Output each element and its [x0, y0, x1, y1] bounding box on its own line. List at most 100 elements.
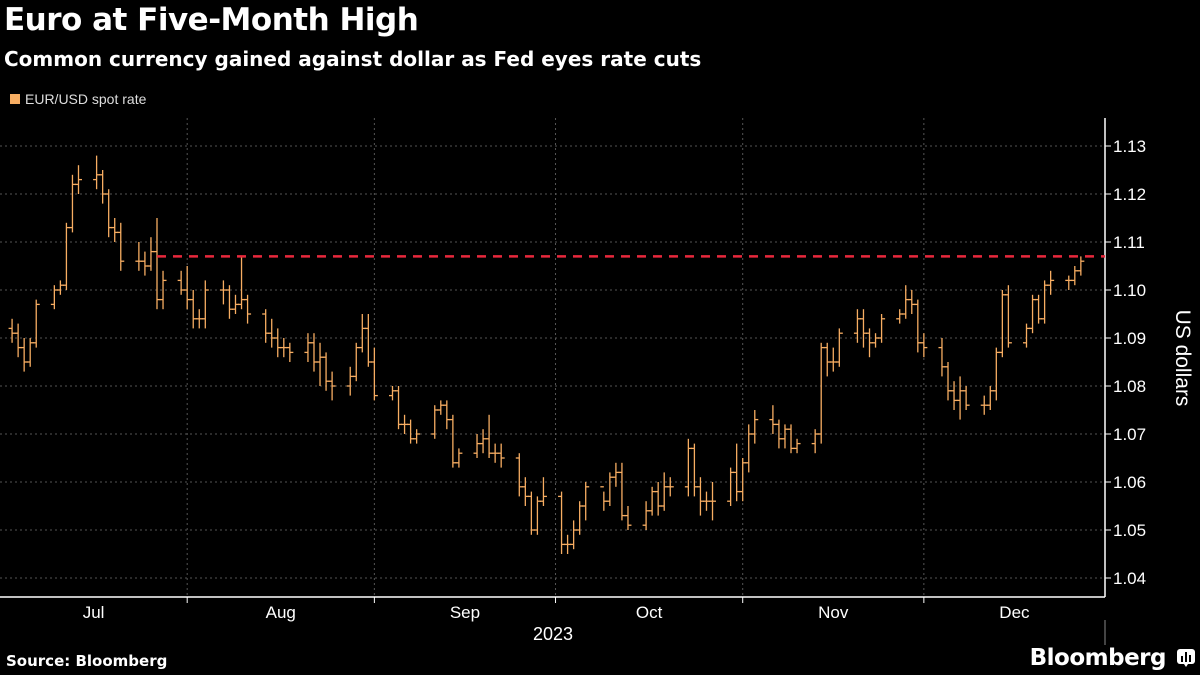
ohlc-bar: [62, 222, 70, 290]
ohlc-bar: [56, 280, 64, 295]
ohlc-bar: [183, 266, 191, 310]
ohlc-bar: [14, 323, 22, 358]
ohlc-bar: [521, 477, 529, 506]
ohlc-bar: [878, 314, 886, 343]
legend-label: EUR/USD spot rate: [25, 91, 147, 107]
ohlc-bar: [666, 477, 674, 497]
ohlc-bar: [431, 405, 439, 439]
ohlc-bar: [20, 338, 28, 372]
ohlc-bar: [739, 458, 747, 502]
ohlc-bar: [177, 270, 185, 295]
y-axis-label: US dollars: [1171, 310, 1194, 407]
ohlc-bar: [159, 270, 167, 310]
chart-title: Euro at Five-Month High: [4, 2, 419, 38]
ohlc-bar: [135, 242, 143, 271]
ohlc-bar: [328, 371, 336, 401]
ohlc-bar: [1077, 256, 1085, 276]
ohlc-bar: [1004, 285, 1012, 348]
ohlc-bar: [648, 486, 656, 516]
ohlc-bar: [539, 477, 547, 506]
y-tick-label: 1.09: [1113, 329, 1146, 348]
ohlc-bar: [1041, 280, 1049, 324]
ohlc-bar: [642, 501, 650, 530]
ohlc-bar: [582, 482, 590, 521]
ohlc-bar: [244, 294, 252, 324]
ohlc-bar: [497, 443, 505, 468]
x-axis-label: 2023: [533, 624, 573, 644]
ohlc-bar: [231, 294, 239, 314]
y-tick-label: 1.08: [1113, 377, 1146, 396]
ohlc-bar: [823, 342, 831, 377]
ohlc-bar: [407, 419, 415, 444]
ohlc-bar: [920, 333, 928, 358]
ohlc-bar: [980, 395, 988, 415]
ohlc-bar: [437, 400, 445, 415]
ohlc-bar: [896, 309, 904, 324]
ohlc-bar: [618, 462, 626, 521]
ohlc-bar: [201, 280, 209, 329]
source-note: Source: Bloomberg: [6, 652, 168, 670]
ohlc-bar: [908, 290, 916, 314]
ohlc-bar: [902, 285, 910, 319]
ohlc-bar: [153, 218, 161, 310]
ohlc-bar: [485, 414, 493, 458]
ohlc-bar: [1029, 294, 1037, 334]
ohlc-bar: [859, 309, 867, 348]
ohlc-bar: [189, 290, 197, 329]
x-tick-label: Jul: [83, 603, 105, 622]
y-tick-label: 1.13: [1113, 137, 1146, 156]
ohlc-bar: [401, 414, 409, 434]
ohlc-bar: [576, 501, 584, 535]
x-tick-label: Dec: [999, 603, 1030, 622]
ohlc-bar: [745, 424, 753, 473]
ohlc-bar: [117, 222, 125, 271]
ohlc-bar: [238, 256, 246, 310]
ohlc-bar: [99, 170, 107, 204]
ohlc-bar: [1047, 270, 1055, 295]
ohlc-bar: [570, 520, 578, 550]
ohlc-bar: [195, 309, 203, 329]
ohlc-bar: [8, 318, 16, 343]
ohlc-bar: [781, 424, 789, 449]
ohlc-bar: [1035, 294, 1043, 324]
ohlc-bar: [709, 482, 717, 521]
ohlc-bar: [1071, 266, 1079, 286]
ohlc-bar: [286, 342, 294, 362]
ohlc-bar: [1065, 275, 1073, 290]
ohlc-bar: [853, 309, 861, 343]
ohlc-bar: [352, 342, 360, 382]
y-tick-label: 1.11: [1113, 233, 1145, 252]
ohlc-bar: [93, 155, 101, 190]
ohlc-bar: [515, 453, 523, 497]
ohlc-bar: [50, 285, 58, 310]
ohlc-bar: [280, 338, 288, 358]
ohlc-bar: [262, 309, 270, 343]
ohlc-bar: [219, 280, 227, 305]
x-tick-label: Nov: [818, 603, 849, 622]
ohlc-bar: [564, 534, 572, 554]
ohlc-bar: [956, 376, 964, 420]
ohlc-bar: [914, 299, 922, 353]
ohlc-bar: [787, 424, 795, 454]
ohlc-bar: [727, 467, 735, 506]
ohlc-bar: [274, 328, 282, 358]
ohlc-bar: [817, 342, 825, 444]
ohlc-bar: [829, 347, 837, 372]
y-tick-label: 1.05: [1113, 521, 1146, 540]
ohlc-bar: [310, 333, 318, 372]
ohlc-bar: [872, 333, 880, 348]
ohlc-bar: [866, 328, 874, 358]
ohlc-bar: [358, 314, 366, 353]
ohlc-bar: [111, 218, 119, 242]
ohlc-bar: [835, 328, 843, 367]
ohlc-bar: [998, 290, 1006, 358]
ohlc-bar: [268, 318, 276, 348]
ohlc-bar: [479, 429, 487, 454]
legend: EUR/USD spot rate: [10, 91, 146, 107]
legend-swatch: [10, 94, 20, 104]
ohlc-bar: [606, 472, 614, 506]
ohlc-bar: [702, 491, 710, 511]
ohlc-bar: [316, 342, 324, 386]
chart-subtitle: Common currency gained against dollar as…: [4, 47, 702, 71]
